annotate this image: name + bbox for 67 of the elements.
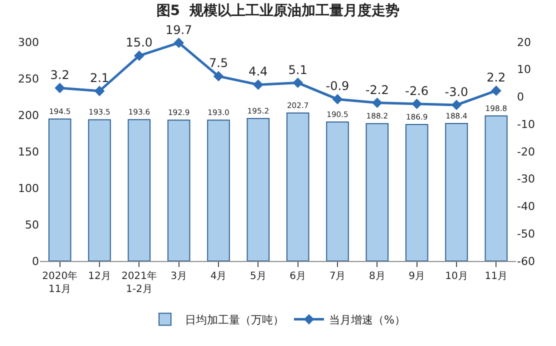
data-label: -2.2 bbox=[365, 82, 389, 97]
data-label: 2.1 bbox=[90, 71, 110, 85]
bar bbox=[484, 115, 508, 261]
bar bbox=[48, 118, 72, 261]
bar bbox=[366, 123, 389, 261]
point bbox=[174, 38, 184, 48]
data-label: -2.6 bbox=[405, 84, 429, 98]
data-label: -3.0 bbox=[444, 84, 468, 99]
x-tick-label: 12月 bbox=[88, 271, 111, 282]
data-label: 4.4 bbox=[248, 64, 268, 79]
data-label: 19.7 bbox=[165, 22, 192, 37]
legend-label: 当月增速（%） bbox=[329, 314, 406, 327]
data-label: 2.2 bbox=[486, 70, 506, 85]
point bbox=[252, 80, 264, 90]
y2-tick-label: 20 bbox=[517, 36, 531, 49]
point bbox=[490, 86, 502, 96]
x-tick-label: 6月 bbox=[290, 271, 306, 282]
bar bbox=[405, 124, 428, 261]
y2-tick-label: 0 bbox=[517, 90, 524, 104]
bar bbox=[207, 120, 230, 261]
bar bbox=[445, 122, 468, 261]
x-tick-label: 9月 bbox=[408, 271, 426, 282]
y2-tick-label: -50 bbox=[517, 227, 535, 240]
y-tick-label: 300 bbox=[18, 36, 39, 49]
data-label: 15.0 bbox=[126, 36, 153, 50]
x-tick-label: 10月 bbox=[445, 271, 468, 282]
y2-tick-label: -30 bbox=[517, 172, 535, 186]
point bbox=[332, 94, 343, 104]
bar bbox=[167, 120, 190, 261]
x-tick-label: 8月 bbox=[368, 271, 386, 282]
bar bbox=[286, 112, 310, 261]
bar bbox=[246, 118, 270, 261]
data-label: -0.9 bbox=[326, 79, 350, 94]
point bbox=[54, 82, 66, 94]
point bbox=[213, 71, 224, 82]
legend-label: 日均加工量（万吨） bbox=[185, 314, 284, 327]
y2-tick-label: -60 bbox=[517, 254, 535, 268]
point bbox=[372, 98, 382, 108]
data-label: 7.5 bbox=[208, 56, 228, 70]
point bbox=[412, 98, 422, 110]
y2-tick-label: -20 bbox=[517, 145, 535, 158]
y-tick-label: 150 bbox=[18, 145, 39, 158]
data-label: 5.1 bbox=[288, 62, 308, 77]
x-tick-label: 2020年 11月 bbox=[42, 270, 78, 295]
y-tick-label: 0 bbox=[32, 254, 39, 268]
y-tick-label: 50 bbox=[25, 218, 39, 232]
bar bbox=[128, 119, 151, 261]
point bbox=[134, 50, 144, 61]
bar bbox=[326, 121, 349, 261]
point bbox=[451, 100, 462, 110]
y-tick-label: 100 bbox=[18, 182, 39, 195]
x-tick-label: 5月 bbox=[250, 271, 266, 282]
y2-tick-label: 10 bbox=[517, 63, 531, 76]
point bbox=[292, 78, 304, 88]
y2-tick-label: -40 bbox=[517, 200, 535, 214]
y2-tick-label: -10 bbox=[517, 118, 535, 131]
y-tick-label: 250 bbox=[18, 72, 39, 86]
data-label: 3.2 bbox=[50, 68, 70, 82]
chart-title: 图5 规模以上工业原油加工量月度走势 bbox=[156, 2, 400, 19]
x-tick-label: 11月 bbox=[484, 271, 508, 282]
point bbox=[94, 86, 105, 96]
y-tick-label: 200 bbox=[18, 108, 39, 122]
x-tick-label: 3月 bbox=[170, 271, 188, 282]
bar bbox=[88, 119, 111, 261]
x-tick-label: 7月 bbox=[329, 271, 346, 282]
x-tick-label: 4月 bbox=[210, 271, 227, 282]
x-tick-label: 2021年 1-2月 bbox=[121, 270, 157, 295]
